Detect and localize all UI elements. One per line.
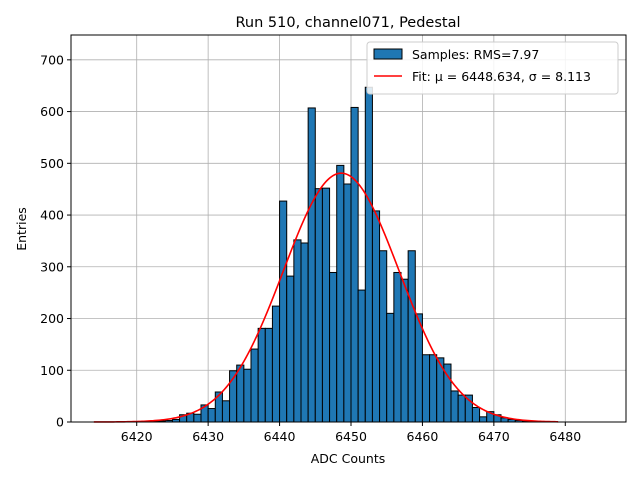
x-axis-ticks: 6420 6430 6440 6450 6460 6470 6480 <box>121 422 581 444</box>
histogram-bar <box>307 107 316 423</box>
histogram-bar <box>429 354 438 423</box>
histogram-bar <box>343 183 352 423</box>
histogram-bar <box>286 275 295 423</box>
plot-frame <box>70 34 627 423</box>
histogram-bar <box>264 327 273 423</box>
y-tick-label: 500 <box>40 156 64 171</box>
histogram-bar <box>271 305 281 423</box>
y-tick-label: 400 <box>40 208 64 223</box>
y-tick-label: 100 <box>40 363 64 378</box>
histogram-bar <box>471 407 481 423</box>
legend-box <box>366 41 619 95</box>
histogram-bar <box>400 278 409 423</box>
histogram-bar <box>329 271 338 423</box>
histogram-bar <box>250 348 259 423</box>
y-tick-label: 600 <box>40 104 64 119</box>
x-tick-label: 6470 <box>478 429 510 444</box>
x-tick-label: 6450 <box>335 429 367 444</box>
histogram-bar <box>214 391 223 423</box>
y-tick-label: 0 <box>56 415 64 430</box>
histogram-bar <box>300 242 309 423</box>
histogram-bar <box>364 86 373 423</box>
histogram-bar <box>321 187 331 423</box>
histogram-bar <box>279 200 288 423</box>
histogram-bar <box>414 313 423 423</box>
chart-title: Run 510, channel071, Pedestal <box>235 15 460 31</box>
histogram-bar <box>379 250 388 423</box>
x-tick-label: 6430 <box>192 429 224 444</box>
y-tick-label: 200 <box>40 311 64 326</box>
histogram-bar <box>386 312 395 423</box>
histogram-bar <box>421 354 431 423</box>
legend-samples-patch <box>373 48 403 60</box>
x-tick-label: 6460 <box>407 429 439 444</box>
histogram-bar <box>293 239 302 423</box>
fit-curve <box>93 172 559 423</box>
y-tick-label: 700 <box>40 52 64 67</box>
histogram-bar <box>193 413 202 423</box>
histogram-bar <box>221 400 231 423</box>
y-axis-label: Entries <box>14 207 29 251</box>
histogram-bar <box>236 364 245 423</box>
histogram-bar <box>350 106 359 423</box>
legend-fit-label: Fit: μ = 6448.634, σ = 8.113 <box>412 69 591 84</box>
histogram-bar <box>314 188 323 423</box>
x-tick-label: 6420 <box>121 429 153 444</box>
x-axis-label: ADC Counts <box>311 451 386 466</box>
histogram-bar <box>457 394 466 423</box>
histogram-bar <box>479 416 488 423</box>
x-tick-label: 6480 <box>549 429 581 444</box>
histogram-bar <box>450 390 459 423</box>
histogram-bar <box>207 408 216 423</box>
legend-samples-label: Samples: RMS=7.97 <box>412 47 539 62</box>
histogram-bar <box>357 289 366 423</box>
x-tick-label: 6440 <box>264 429 296 444</box>
histogram-bar <box>371 210 381 423</box>
y-axis-ticks: 0 100 200 300 400 500 600 700 <box>40 52 71 430</box>
histogram-bar <box>243 368 252 423</box>
histogram-bar <box>407 250 416 423</box>
histogram-bar <box>336 164 345 423</box>
y-tick-label: 300 <box>40 259 64 274</box>
histogram-bar <box>257 327 266 423</box>
legend: Samples: RMS=7.97 Fit: μ = 6448.634, σ =… <box>366 41 619 95</box>
histogram-bar <box>393 271 402 423</box>
